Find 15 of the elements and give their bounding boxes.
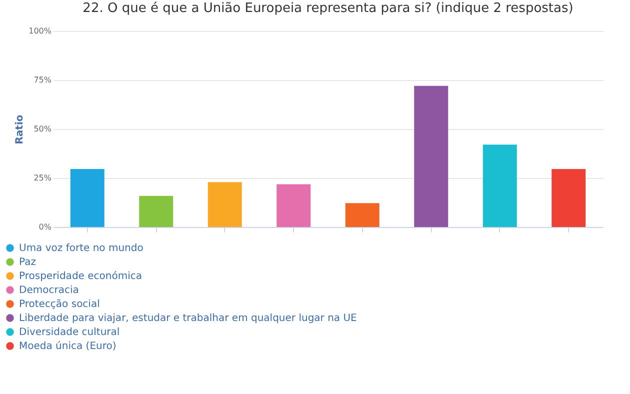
legend-label: Moeda única (Euro) (19, 341, 116, 352)
legend-label: Liberdade para viajar, estudar e trabalhar em qualquer lugar na UE (19, 313, 357, 324)
y-tick-label: 50% (34, 124, 52, 134)
legend-label: Democracia (19, 285, 79, 296)
y-tick-label: 75% (34, 76, 52, 84)
y-tick-label: 100% (28, 26, 52, 36)
chart-title: 22. O que é que a União Europeia representa para si? (indique 2 respostas) (82, 1, 574, 16)
y-tick-label: 25% (34, 174, 52, 182)
y-axis-title: Ratio (14, 114, 26, 144)
y-tick-label: 0% (38, 222, 52, 232)
legend-label: Uma voz forte no mundo (19, 243, 144, 254)
legend-label: Prosperidade económica (19, 271, 142, 282)
legend-label: Protecção social (19, 299, 100, 310)
legend-label: Paz (19, 257, 36, 268)
legend-label: Diversidade cultural (19, 327, 120, 338)
